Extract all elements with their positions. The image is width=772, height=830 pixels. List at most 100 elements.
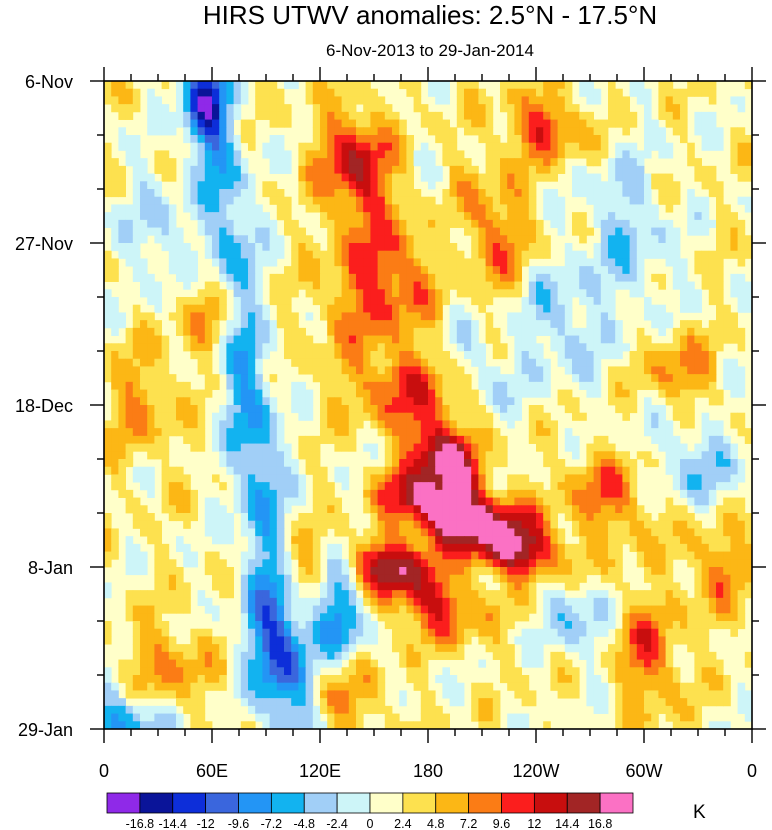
field-cell — [154, 158, 162, 167]
field-cell — [413, 297, 422, 306]
field-cell — [600, 343, 609, 352]
field-cell — [449, 451, 458, 460]
field-cell — [420, 150, 429, 159]
field-cell — [140, 621, 148, 630]
field-cell — [377, 335, 386, 344]
field-cell — [701, 374, 710, 383]
field-cell — [276, 443, 285, 452]
field-cell — [550, 536, 558, 545]
field-cell — [420, 273, 429, 282]
field-cell — [730, 590, 738, 599]
field-cell — [442, 543, 450, 552]
field-cell — [471, 250, 479, 259]
field-cell — [629, 466, 638, 475]
field-cell — [636, 258, 645, 267]
field-cell — [341, 111, 350, 120]
field-cell — [435, 173, 443, 182]
field-cell — [370, 297, 378, 306]
field-cell — [608, 605, 616, 614]
field-cell — [240, 613, 249, 622]
field-cell — [111, 273, 119, 282]
field-cell — [392, 258, 400, 267]
field-cell — [183, 119, 191, 128]
field-cell — [348, 397, 357, 406]
field-cell — [636, 597, 645, 606]
field-cell — [536, 636, 544, 645]
field-cell — [464, 127, 472, 136]
field-cell — [615, 173, 623, 182]
field-cell — [118, 381, 126, 390]
field-cell — [428, 366, 436, 375]
field-cell — [701, 505, 710, 514]
field-cell — [694, 459, 702, 468]
field-cell — [449, 150, 458, 159]
field-cell — [492, 451, 501, 460]
field-cell — [442, 636, 450, 645]
field-cell — [658, 281, 666, 290]
field-cell — [154, 366, 162, 375]
field-cell — [420, 621, 429, 630]
field-cell — [428, 243, 436, 252]
field-cell — [456, 513, 465, 522]
field-cell — [456, 613, 465, 622]
field-cell — [276, 459, 285, 468]
field-cell — [291, 489, 299, 498]
field-cell — [392, 528, 400, 537]
field-cell — [572, 227, 580, 236]
field-cell — [464, 489, 472, 498]
field-cell — [348, 196, 357, 205]
field-cell — [392, 212, 400, 221]
field-cell — [104, 289, 112, 298]
field-cell — [665, 96, 674, 105]
field-cell — [147, 590, 155, 599]
field-cell — [262, 389, 270, 398]
field-cell — [140, 173, 148, 182]
field-cell — [521, 212, 530, 221]
field-cell — [708, 590, 717, 599]
field-cell — [197, 173, 206, 182]
field-cell — [615, 520, 623, 529]
field-cell — [212, 96, 220, 105]
field-cell — [550, 605, 558, 614]
field-cell — [658, 420, 666, 429]
field-cell — [593, 505, 602, 514]
field-cell — [356, 412, 364, 421]
field-cell — [420, 605, 429, 614]
field-cell — [593, 343, 602, 352]
field-cell — [615, 204, 623, 213]
field-cell — [435, 374, 443, 383]
field-cell — [514, 181, 522, 190]
field-cell — [291, 520, 299, 529]
field-cell — [356, 96, 364, 105]
field-cell — [255, 621, 263, 630]
field-cell — [341, 381, 350, 390]
field-cell — [320, 428, 328, 437]
field-cell — [528, 243, 537, 252]
field-cell — [485, 428, 494, 437]
field-cell — [233, 281, 242, 290]
field-cell — [161, 351, 170, 360]
field-cell — [615, 150, 623, 159]
field-cell — [543, 389, 551, 398]
field-cell — [521, 81, 530, 90]
field-cell — [536, 219, 544, 228]
field-cell — [550, 567, 558, 576]
field-cell — [334, 397, 342, 406]
field-cell — [586, 312, 594, 321]
field-cell — [600, 551, 609, 560]
field-cell — [536, 96, 544, 105]
field-cell — [536, 358, 544, 367]
field-cell — [543, 574, 551, 583]
field-cell — [528, 405, 537, 414]
field-cell — [334, 505, 342, 514]
field-cell — [514, 474, 522, 483]
field-cell — [600, 212, 609, 221]
field-cell — [190, 189, 198, 198]
field-cell — [622, 258, 630, 267]
field-cell — [528, 189, 537, 198]
field-cell — [442, 374, 450, 383]
field-cell — [262, 405, 270, 414]
field-cell — [672, 482, 681, 491]
field-cell — [327, 158, 335, 167]
field-cell — [140, 289, 148, 298]
